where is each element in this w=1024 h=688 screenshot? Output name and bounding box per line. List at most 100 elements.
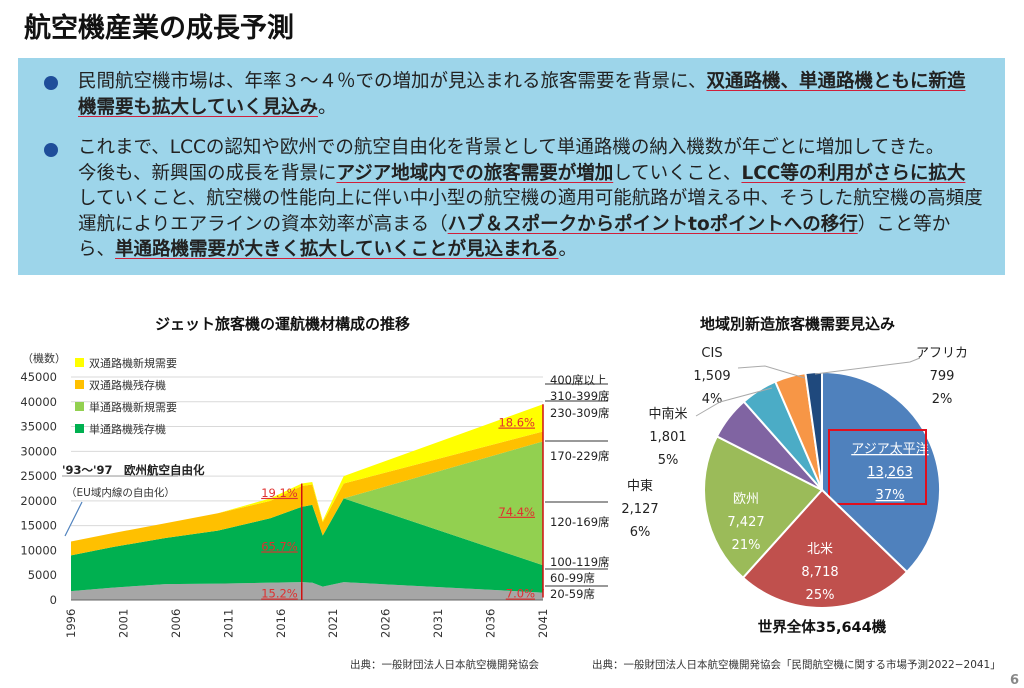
seat-class-label: 400席以上 — [550, 373, 606, 387]
area-chart-title: ジェット旅客機の運航機材構成の推移 — [155, 315, 411, 333]
y-tick-label: 20000 — [20, 494, 57, 508]
pie-label-line: 7,427 — [727, 515, 764, 530]
text-segment: 民間航空機市場は、年率３～４％での増加が見込まれる旅客需要を背景に、 — [78, 71, 707, 92]
y-tick-label: 30000 — [20, 444, 57, 458]
legend-swatch — [75, 380, 84, 389]
area-series-3 — [71, 431, 543, 556]
bullet-2-text: これまで、LCCの認知や欧州での航空自由化を背景として単通路機の納入機数が年ごと… — [78, 135, 983, 263]
y-axis-label: （機数） — [22, 351, 66, 365]
x-tick-label: 2006 — [169, 609, 183, 638]
area-series-1 — [71, 498, 543, 593]
seat-class-label: 100-119席 — [550, 555, 610, 569]
percentage-label: 19.1% — [261, 486, 298, 500]
pie-label-line: 欧州 — [733, 492, 759, 507]
pie-label-line: 37% — [876, 488, 905, 503]
highlight-box — [828, 429, 927, 505]
page-title: 航空機産業の成長予測 — [24, 13, 294, 44]
bullet-icon — [44, 76, 58, 90]
pie-label-line: 北米 — [807, 542, 833, 557]
pie-label-line: 4% — [702, 392, 723, 407]
summary-box: 民間航空機市場は、年率３～４％での増加が見込まれる旅客需要を背景に、双通路機、単… — [18, 58, 1005, 275]
pie-label-2: 欧州 7,427 21% — [727, 492, 764, 553]
percentage-label: 18.6% — [498, 416, 535, 430]
leader-line-africa — [814, 357, 921, 375]
bullet-1-text: 民間航空機市場は、年率３～４％での増加が見込まれる旅客需要を背景に、双通路機、単… — [78, 69, 983, 120]
pie-chart: アジア太平洋 13,263 37% 北米 8,718 25% 欧州 7,427 21% 中東 2,1… — [621, 346, 968, 636]
pie-slice-1 — [741, 488, 909, 609]
pie-chart-source: 出典：一般財団法人日本航空機開発協会「民間航空機に関する市場予測2022−204… — [592, 659, 1001, 671]
legend-label: 単通路機新規需要 — [89, 400, 177, 414]
pie-label-line: アフリカ — [916, 346, 968, 361]
x-tick-label: 2021 — [326, 609, 340, 638]
pie-label-line: 799 — [930, 369, 955, 384]
text-segment: していくこと、航空機の性能向上に伴い中小型の航空機の適用可能航路が増える中、そう… — [78, 188, 983, 235]
pie-label-line: 6% — [630, 525, 651, 540]
pie-label-line: アジア太平洋 — [851, 442, 928, 457]
legend-label: 単通路機残存機 — [89, 422, 166, 436]
legend-swatch — [75, 358, 84, 367]
y-tick-label: 0 — [50, 593, 57, 607]
x-tick-label: 2016 — [274, 609, 288, 638]
text-segment: ）こと等から、 — [78, 213, 951, 261]
y-tick-label: 15000 — [20, 519, 57, 533]
emphasis-segment: アジア地域内での旅客需要が増加 — [336, 162, 614, 184]
pie-slice-2 — [703, 435, 824, 580]
leader-line-latam — [695, 387, 773, 417]
seat-class-label: 120-169席 — [550, 515, 610, 529]
pie-label-3: 中東 2,127 6% — [621, 478, 658, 540]
seat-class-label: 170-229席 — [550, 449, 610, 463]
pie-label-line: 13,263 — [867, 465, 913, 480]
y-tick-label: 35000 — [20, 420, 57, 434]
area-chart: 0 5000 10000 15000 20000 25000 30000 35000 40000… — [20, 351, 610, 638]
pie-label-4: 中南米 1,801 5% — [648, 406, 687, 468]
text-segment: していくこと、 — [613, 162, 742, 184]
pie-label-line: 1,509 — [693, 369, 730, 384]
pie-slice-0 — [821, 370, 941, 574]
pie-label-line: CIS — [701, 346, 722, 361]
y-tick-label: 10000 — [20, 543, 57, 557]
y-tick-label: 45000 — [20, 370, 57, 384]
area-series-0 — [71, 582, 543, 600]
pie-label-line: 2,127 — [621, 502, 658, 517]
text-segment: 今後も、新興国の成長を背景に — [78, 162, 337, 184]
y-tick-label: 5000 — [28, 568, 57, 582]
x-tick-label: 2026 — [379, 609, 393, 638]
seat-class-label: 230-309席 — [550, 406, 610, 420]
seat-class-label: 60-99席 — [550, 571, 595, 585]
pie-label-1: 北米 8,718 25% — [801, 542, 838, 603]
text-segment: 。 — [558, 239, 577, 260]
pie-label-6: アフリカ 799 2% — [916, 346, 968, 407]
legend-label: 双通路機残存機 — [89, 378, 166, 392]
emphasis-segment: 単通路機需要が大きく拡大していくことが見込まれる — [115, 239, 559, 260]
pie-chart-title: 地域別新造旅客機需要見込み — [700, 315, 896, 333]
y-tick-label: 25000 — [20, 469, 57, 483]
y-tick-label: 40000 — [20, 395, 57, 409]
x-tick-label: 1996 — [64, 609, 78, 638]
pie-label-0: アジア太平洋 13,263 37% — [851, 442, 928, 503]
percentage-label: 74.4% — [498, 505, 535, 519]
pie-label-line: 1,801 — [649, 430, 686, 445]
text-segment: これまで、LCCの認知や欧州での航空自由化を背景として単通路機の納入機数が年ごと… — [78, 137, 945, 158]
legend-label: 双通路機新規需要 — [89, 356, 177, 370]
legend-swatch — [75, 424, 84, 433]
x-tick-label: 2001 — [116, 609, 130, 638]
annotation-arrow — [64, 501, 83, 537]
leader-line-cis — [737, 365, 806, 379]
pie-total-label: 世界全体35,644機 — [758, 618, 887, 636]
pie-label-5: CIS 1,509 4% — [693, 346, 730, 407]
area-chart-source: 出典：一般財団法人日本航空機開発協会 — [350, 659, 539, 671]
event-sub-annotation: （EU域内線の自由化） — [66, 486, 175, 499]
area-series-2 — [71, 441, 543, 566]
pie-label-line: 中東 — [627, 478, 653, 494]
pie-label-line: 8,718 — [801, 565, 838, 580]
pie-label-line: 2% — [932, 392, 953, 407]
percentage-label: 65.7% — [261, 539, 298, 553]
seat-class-label: 310-399席 — [550, 389, 610, 403]
text-segment: 。 — [317, 96, 337, 118]
x-tick-label: 2011 — [221, 609, 235, 638]
x-tick-label: 2041 — [536, 609, 550, 638]
pie-label-line: 21% — [732, 538, 761, 553]
pie-label-line: 中南米 — [648, 406, 687, 422]
emphasis-segment: LCC等の利用がさらに拡大 — [741, 162, 966, 184]
legend-swatch — [75, 402, 84, 411]
